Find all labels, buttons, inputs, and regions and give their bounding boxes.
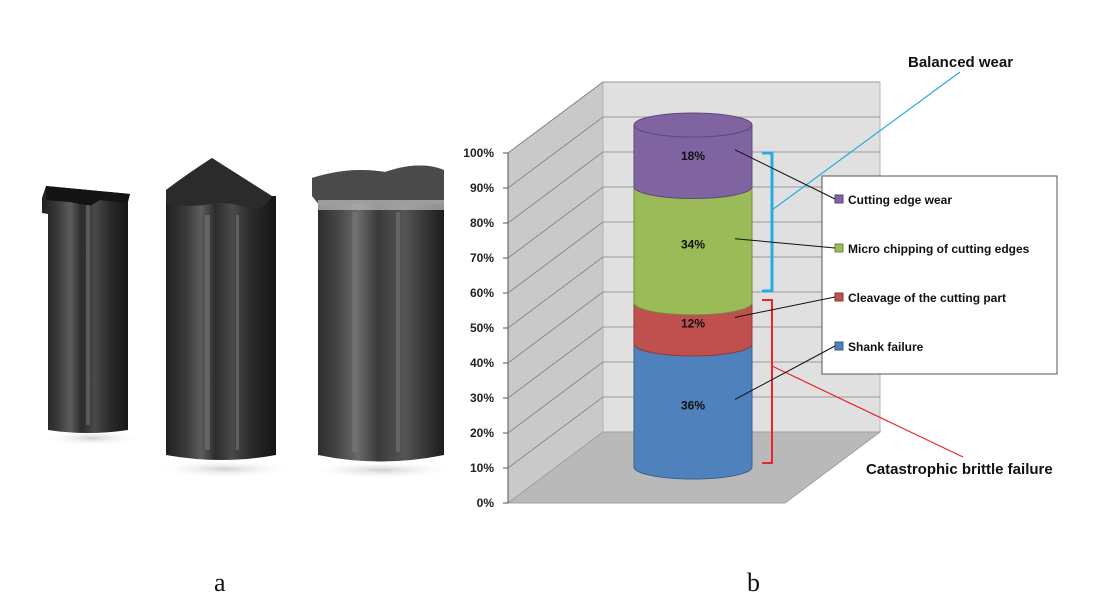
segment-label-0: 36% xyxy=(681,398,705,412)
gridline-side xyxy=(507,151,604,224)
legend-box xyxy=(821,175,1058,375)
segment-label-1: 12% xyxy=(681,316,705,330)
brittle-failure-leader xyxy=(771,365,964,458)
y-tick-label: 30% xyxy=(470,391,494,405)
legend: Cutting edge wear Micro chipping of cutti… xyxy=(834,193,1030,354)
y-tick-label: 70% xyxy=(470,251,494,265)
legend-leader xyxy=(734,296,836,318)
gridline-side xyxy=(507,396,604,469)
gridline-side xyxy=(507,291,604,364)
legend-swatch xyxy=(834,243,844,253)
legend-swatch xyxy=(834,194,844,204)
brittle-failure-bracket xyxy=(762,299,773,464)
drill-2 xyxy=(166,158,276,460)
y-tick-label: 50% xyxy=(470,321,494,335)
drill-3 xyxy=(312,165,444,462)
legend-leader xyxy=(734,238,836,249)
cylinder-top xyxy=(633,112,753,138)
legend-swatch xyxy=(834,292,844,302)
annotation-catastrophic-brittle-failure: Catastrophic brittle failure xyxy=(866,461,1053,478)
y-axis-ticks: 0% 10% 20% 30% 40% 50% 60% 70% 80% 90% 100% xyxy=(463,146,508,510)
y-tick-label: 60% xyxy=(470,286,494,300)
legend-item-0: Shank failure xyxy=(848,340,924,354)
drill-1 xyxy=(42,186,130,433)
gridline-side xyxy=(507,326,604,399)
legend-item-3: Cutting edge wear xyxy=(848,193,952,207)
y-tick-label: 0% xyxy=(477,496,495,510)
y-tick-label: 90% xyxy=(470,181,494,195)
y-tick-label: 40% xyxy=(470,356,494,370)
segment-labels: 36% 12% 34% 18% xyxy=(681,149,705,413)
y-tick-label: 80% xyxy=(470,216,494,230)
gridline-side xyxy=(507,116,604,189)
stacked-cylinder-chart: 0% 10% 20% 30% 40% 50% 60% 70% 80% 90% 100% 36% 12%… xyxy=(463,54,1058,510)
gridline-side xyxy=(507,256,604,329)
stacked-cylinder xyxy=(633,112,753,480)
legend-leader xyxy=(734,345,836,400)
legend-swatch xyxy=(834,341,844,351)
gridline-side xyxy=(507,221,604,294)
annotation-balanced-wear: Balanced wear xyxy=(908,54,1013,71)
legend-item-1: Cleavage of the cutting part xyxy=(848,291,1006,305)
legend-leader xyxy=(734,149,836,200)
balanced-wear-leader xyxy=(771,71,961,211)
caption-a: a xyxy=(214,568,226,597)
y-tick-label: 10% xyxy=(470,461,494,475)
drill-samples-photo xyxy=(42,158,457,479)
y-tick-label: 20% xyxy=(470,426,494,440)
caption-b: b xyxy=(747,568,760,597)
gridline-side xyxy=(507,81,604,154)
y-tick-label: 100% xyxy=(463,146,494,160)
legend-leaders xyxy=(734,149,836,400)
gridline-side xyxy=(507,186,604,259)
segment-label-2: 34% xyxy=(681,238,705,252)
gridline-side xyxy=(507,361,604,434)
segment-label-3: 18% xyxy=(681,149,705,163)
legend-item-2: Micro chipping of cutting edges xyxy=(848,242,1030,256)
balanced-wear-bracket xyxy=(762,151,774,293)
